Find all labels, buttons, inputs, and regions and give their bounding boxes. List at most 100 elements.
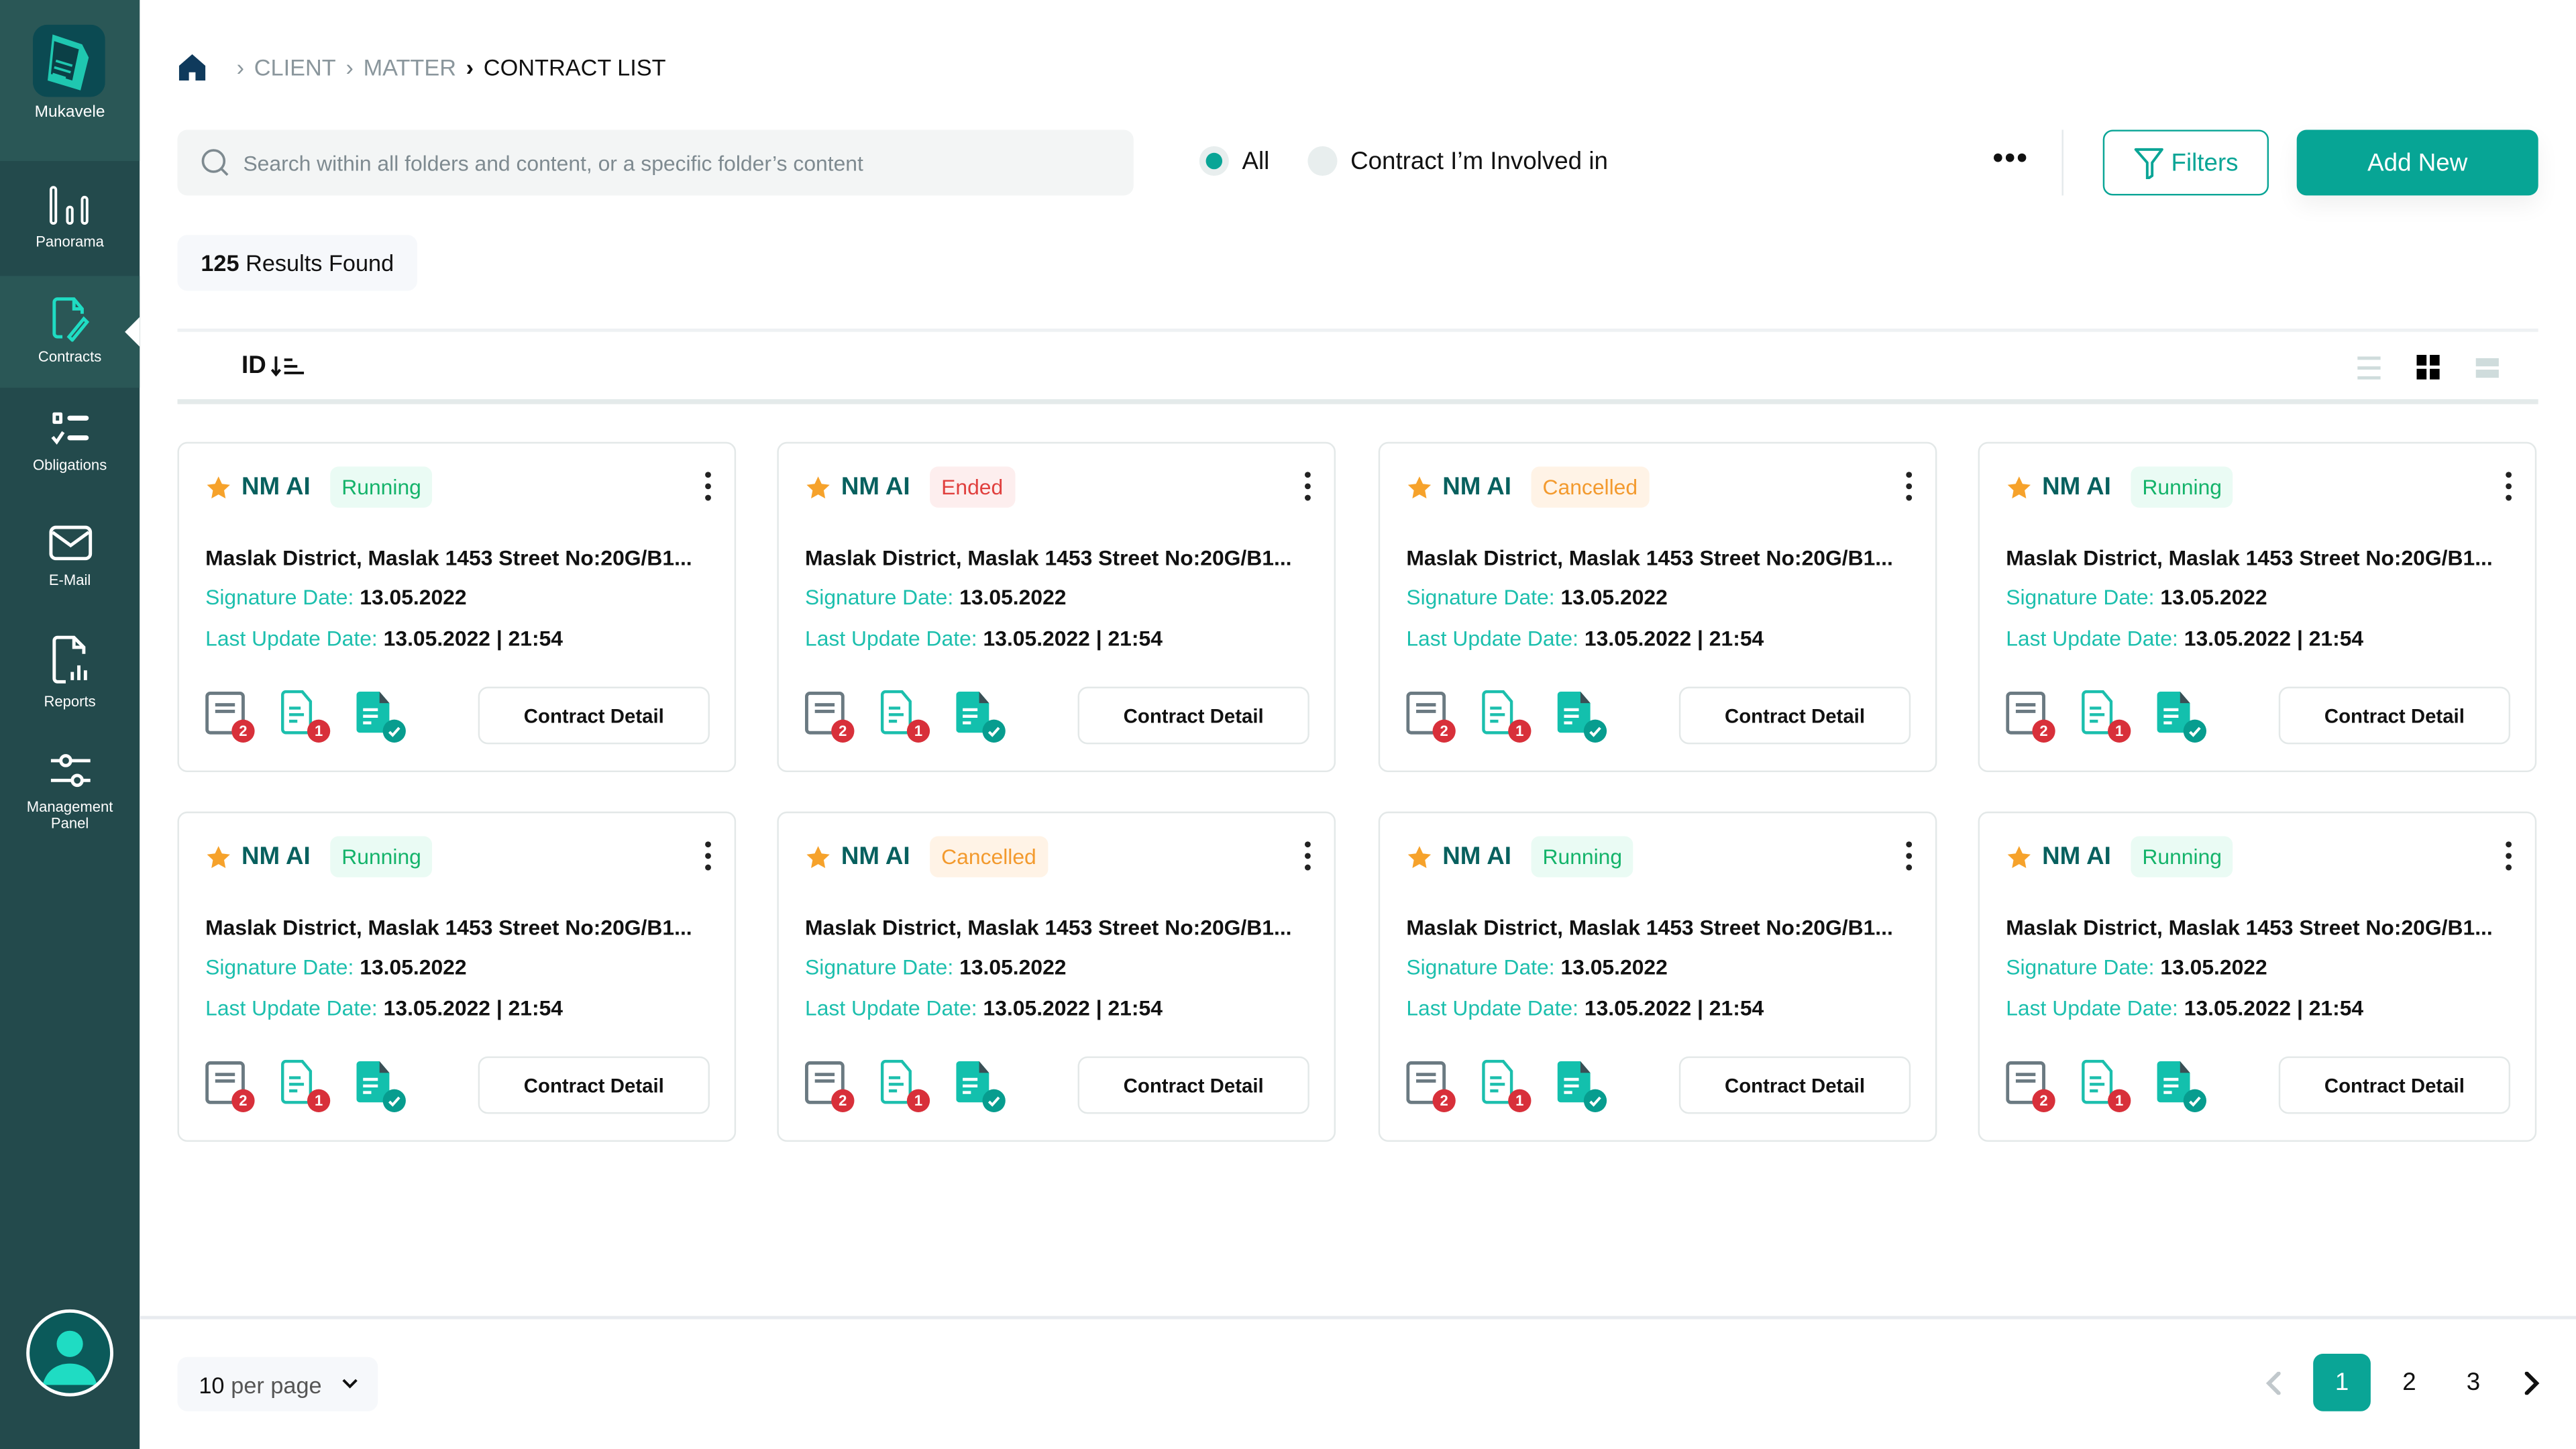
kebab-menu-icon[interactable] bbox=[1906, 472, 1913, 501]
sidebar-item-reports[interactable]: Reports bbox=[0, 634, 140, 733]
chevron-right-icon: › bbox=[236, 53, 245, 80]
last-update-date: Last Update Date: 13.05.2022 | 21:54 bbox=[1406, 626, 1764, 651]
document-icon[interactable]: 1 bbox=[281, 690, 331, 743]
contract-detail-button[interactable]: Contract Detail bbox=[478, 686, 710, 745]
document-icon[interactable]: 1 bbox=[880, 690, 930, 743]
last-update-label: Last Update Date: bbox=[805, 996, 977, 1020]
star-icon[interactable] bbox=[1406, 474, 1432, 500]
signature-date-label: Signature Date: bbox=[2006, 954, 2155, 979]
approved-document-icon[interactable] bbox=[356, 1060, 406, 1112]
status-badge: Running bbox=[330, 836, 433, 877]
star-icon[interactable] bbox=[2006, 844, 2032, 870]
contract-detail-button[interactable]: Contract Detail bbox=[478, 1056, 710, 1114]
star-icon[interactable] bbox=[205, 474, 231, 500]
notes-count-badge: 2 bbox=[831, 1089, 855, 1112]
last-update-date: Last Update Date: 13.05.2022 | 21:54 bbox=[205, 626, 563, 651]
logo[interactable]: Mukavele bbox=[0, 0, 140, 162]
approved-document-icon[interactable] bbox=[1557, 690, 1607, 743]
breadcrumb-client[interactable]: CLIENT bbox=[254, 53, 336, 80]
avatar[interactable] bbox=[26, 1309, 113, 1397]
star-icon[interactable] bbox=[2006, 474, 2032, 500]
last-update-label: Last Update Date: bbox=[1406, 626, 1578, 651]
star-icon[interactable] bbox=[1406, 844, 1432, 870]
search-input[interactable] bbox=[243, 150, 1097, 175]
page-3-button[interactable]: 3 bbox=[2466, 1368, 2481, 1397]
notes-icon[interactable]: 2 bbox=[805, 690, 855, 743]
approved-document-icon[interactable] bbox=[2157, 690, 2207, 743]
star-icon[interactable] bbox=[805, 474, 831, 500]
kebab-menu-icon[interactable] bbox=[705, 841, 712, 871]
approved-document-icon[interactable] bbox=[1557, 1060, 1607, 1112]
document-icon[interactable]: 1 bbox=[2082, 1059, 2131, 1112]
document-icon[interactable]: 1 bbox=[1482, 1059, 1532, 1112]
sidebar-item-contracts[interactable]: Contracts bbox=[0, 276, 140, 388]
sidebar-item-obligations[interactable]: Obligations bbox=[0, 407, 140, 506]
contract-detail-button[interactable]: Contract Detail bbox=[1077, 686, 1309, 745]
notes-icon[interactable]: 2 bbox=[205, 690, 255, 743]
per-page-select[interactable]: 10 per page bbox=[177, 1356, 378, 1411]
grid-view-icon[interactable] bbox=[2416, 354, 2440, 380]
notes-icon[interactable]: 2 bbox=[205, 1060, 255, 1112]
page-2-button[interactable]: 2 bbox=[2402, 1368, 2416, 1397]
document-icon[interactable]: 1 bbox=[1482, 690, 1532, 743]
contract-detail-button[interactable]: Contract Detail bbox=[1077, 1056, 1309, 1114]
next-page-icon[interactable] bbox=[2524, 1371, 2540, 1395]
filters-button[interactable]: Filters bbox=[2102, 129, 2269, 196]
last-update-date: Last Update Date: 13.05.2022 | 21:54 bbox=[205, 996, 563, 1020]
document-count-badge: 1 bbox=[1508, 719, 1532, 743]
approved-document-icon[interactable] bbox=[356, 690, 406, 743]
radio-involved[interactable]: Contract I’m Involved in bbox=[1307, 146, 1608, 176]
kebab-menu-icon[interactable] bbox=[1304, 841, 1311, 871]
document-icon[interactable]: 1 bbox=[2082, 690, 2131, 743]
search-box bbox=[177, 129, 1134, 196]
contract-card: NM AI Running Maslak District, Maslak 14… bbox=[1978, 811, 2537, 1142]
radio-button[interactable] bbox=[1199, 146, 1229, 176]
kebab-menu-icon[interactable] bbox=[2506, 472, 2512, 501]
notes-icon[interactable]: 2 bbox=[805, 1060, 855, 1112]
home-icon[interactable] bbox=[177, 52, 207, 81]
contract-detail-button[interactable]: Contract Detail bbox=[2278, 686, 2511, 745]
contract-name: NM AI bbox=[1442, 473, 1511, 501]
sidebar-item-management-panel[interactable]: Management Panel bbox=[0, 749, 140, 851]
sidebar-item-email[interactable]: E-Mail bbox=[0, 523, 140, 621]
last-update-date: Last Update Date: 13.05.2022 | 21:54 bbox=[2006, 996, 2363, 1020]
notes-icon[interactable]: 2 bbox=[1406, 690, 1456, 743]
compact-view-icon[interactable] bbox=[2475, 358, 2499, 378]
document-count-badge: 1 bbox=[2108, 719, 2131, 743]
approved-document-icon[interactable] bbox=[956, 690, 1006, 743]
contract-detail-button[interactable]: Contract Detail bbox=[2278, 1056, 2511, 1114]
kebab-menu-icon[interactable] bbox=[1906, 841, 1913, 871]
star-icon[interactable] bbox=[805, 844, 831, 870]
contract-address: Maslak District, Maslak 1453 Street No:2… bbox=[805, 915, 1292, 940]
approved-document-icon[interactable] bbox=[956, 1060, 1006, 1112]
kebab-menu-icon[interactable] bbox=[705, 472, 712, 501]
list-view-icon[interactable] bbox=[2356, 356, 2382, 380]
contract-detail-button[interactable]: Contract Detail bbox=[1678, 1056, 1911, 1114]
sort-id-button[interactable]: ID bbox=[241, 352, 307, 380]
document-icon[interactable]: 1 bbox=[880, 1059, 930, 1112]
star-icon[interactable] bbox=[205, 844, 231, 870]
radio-button[interactable] bbox=[1307, 146, 1338, 176]
notes-icon[interactable]: 2 bbox=[2006, 1060, 2055, 1112]
prev-page-icon[interactable] bbox=[2265, 1371, 2282, 1395]
more-options-icon[interactable]: ••• bbox=[1992, 141, 2029, 174]
page-1-button[interactable]: 1 bbox=[2313, 1353, 2371, 1411]
notes-count-badge: 2 bbox=[2032, 1089, 2055, 1112]
approved-document-icon[interactable] bbox=[2157, 1060, 2207, 1112]
notes-icon[interactable]: 2 bbox=[1406, 1060, 1456, 1112]
notes-count-badge: 2 bbox=[231, 1089, 255, 1112]
status-badge: Ended bbox=[930, 466, 1015, 508]
card-header: NM AI Running bbox=[205, 836, 433, 877]
signature-date: Signature Date: 13.05.2022 bbox=[805, 585, 1067, 610]
document-icon[interactable]: 1 bbox=[281, 1059, 331, 1112]
add-new-button[interactable]: Add New bbox=[2296, 129, 2538, 196]
contract-card: NM AI Cancelled Maslak District, Maslak … bbox=[1378, 441, 1937, 773]
contract-detail-button[interactable]: Contract Detail bbox=[1678, 686, 1911, 745]
kebab-menu-icon[interactable] bbox=[2506, 841, 2512, 871]
breadcrumb-matter[interactable]: MATTER bbox=[363, 53, 456, 80]
notes-icon[interactable]: 2 bbox=[2006, 690, 2055, 743]
kebab-menu-icon[interactable] bbox=[1304, 472, 1311, 501]
contract-address: Maslak District, Maslak 1453 Street No:2… bbox=[805, 545, 1292, 570]
radio-all[interactable]: All bbox=[1199, 146, 1269, 176]
sidebar-item-panorama[interactable]: Panorama bbox=[0, 161, 140, 276]
